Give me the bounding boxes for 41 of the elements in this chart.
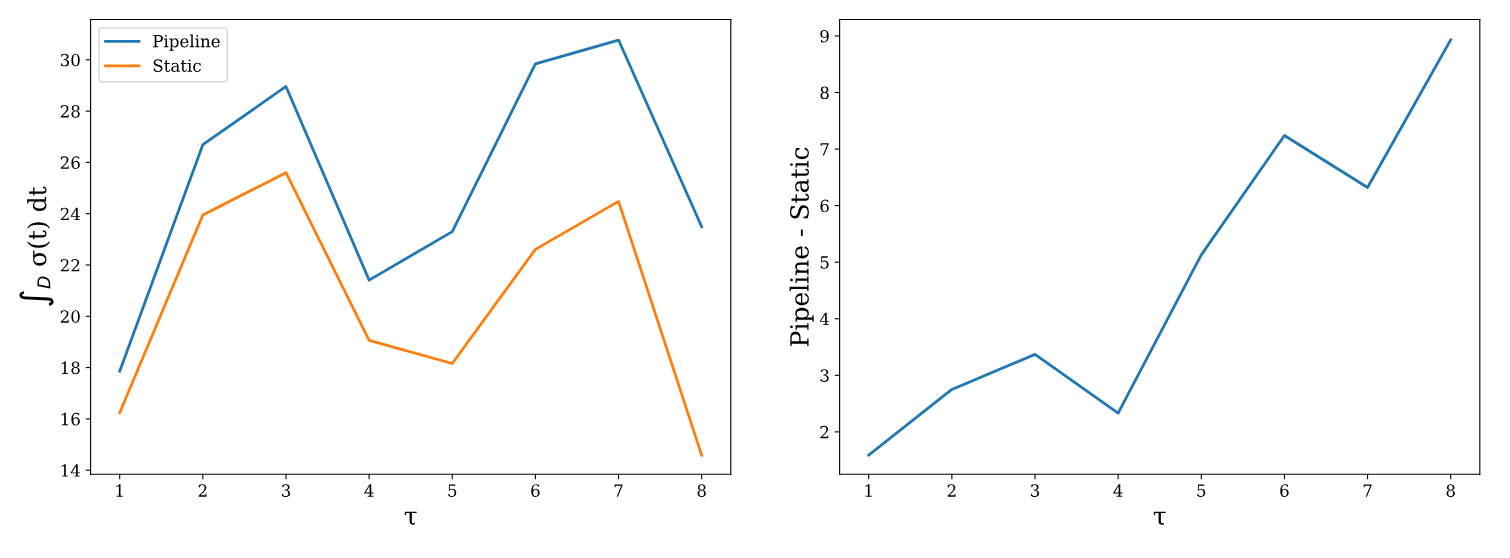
y-tick-label: 16: [61, 412, 80, 426]
x-tick-label: 5: [1197, 484, 1206, 497]
x-tick-label: 1: [865, 484, 872, 497]
y-tick-label: 9: [820, 29, 829, 43]
x-tick-label: 5: [448, 484, 457, 497]
y-tick-label: 5: [820, 256, 829, 269]
y-tick-label: 22: [60, 258, 80, 272]
x-tick-label: 6: [531, 484, 540, 497]
x-tick-label: 7: [614, 484, 623, 497]
x-axis-title: τ: [404, 511, 417, 525]
x-tick-label: 8: [697, 484, 706, 497]
y-tick-label: 4: [819, 312, 830, 326]
y-tick-label: 2: [820, 425, 829, 439]
y-tick-label: 20: [60, 310, 80, 323]
x-tick-label: 4: [1113, 484, 1123, 497]
y-tick-label: 8: [820, 86, 829, 100]
y-tick-label: 14: [61, 464, 81, 477]
x-tick-label: 7: [1363, 484, 1372, 497]
x-tick-label: 3: [1030, 484, 1040, 497]
y-tick-label: 3: [820, 369, 829, 382]
y-tick-label: 6: [820, 199, 829, 213]
x-tick-label: 4: [364, 484, 374, 497]
x-tick-label: 2: [947, 484, 956, 497]
y-axis-title: ∫$_{D}$ σ(t) dt: [19, 186, 54, 306]
legend-label: Static: [153, 59, 201, 72]
x-tick-label: 6: [1280, 484, 1289, 497]
x-tick-label: 3: [281, 484, 291, 497]
line-series: [867, 38, 1453, 457]
y-tick-label: 18: [61, 361, 80, 375]
x-tick-label: 2: [198, 484, 207, 497]
x-axis-title: τ: [1153, 511, 1166, 525]
y-tick-label: 24: [60, 207, 81, 221]
x-tick-label: 8: [1446, 484, 1455, 497]
line-series: [118, 171, 704, 457]
x-tick-label: 1: [116, 484, 123, 497]
y-tick-label: 30: [60, 53, 80, 67]
legend-label: Pipeline: [153, 34, 220, 51]
y-tick-label: 28: [60, 105, 80, 118]
y-tick-label: 26: [60, 156, 80, 169]
y-tick-label: 7: [820, 143, 829, 156]
y-axis-title: Pipeline - Static: [789, 147, 814, 347]
